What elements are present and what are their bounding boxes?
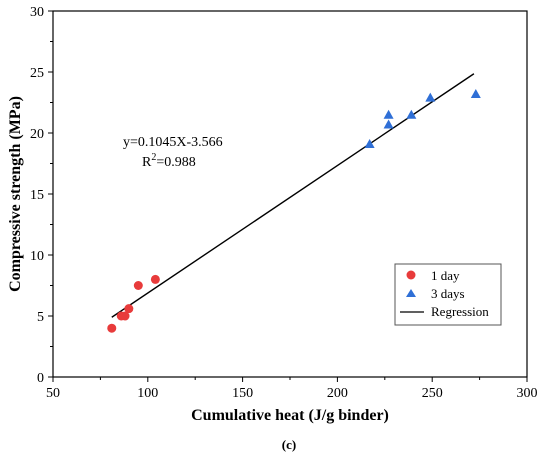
point-1-day bbox=[133, 281, 143, 290]
legend-marker-3-days bbox=[406, 289, 416, 297]
x-tick-label: 50 bbox=[46, 386, 60, 401]
data-points bbox=[107, 88, 481, 333]
x-axis-title: Cumulative heat (J/g binder) bbox=[191, 407, 389, 424]
r-squared-label: R2=0.988 bbox=[142, 152, 196, 170]
y-tick-label: 0 bbox=[37, 371, 44, 386]
y-tick-label: 5 bbox=[37, 310, 44, 325]
legend-label-1-day: 1 day bbox=[431, 268, 460, 283]
point-1-day bbox=[107, 323, 117, 333]
regression-equation: y=0.1045X-3.566 bbox=[123, 135, 223, 150]
point-1-day bbox=[124, 304, 134, 314]
x-tick-label: 200 bbox=[327, 386, 348, 401]
y-tick-label: 10 bbox=[30, 249, 44, 264]
point-3-days bbox=[470, 88, 481, 98]
point-1-day bbox=[120, 311, 130, 321]
y-axis-title: Compressive strength (MPa) bbox=[7, 96, 24, 292]
x-tick-label: 150 bbox=[232, 386, 253, 401]
point-3-days bbox=[425, 92, 436, 102]
x-tick-label: 300 bbox=[517, 386, 538, 401]
r-squared-value: =0.988 bbox=[156, 155, 195, 170]
legend-label-regression: Regression bbox=[431, 304, 489, 319]
point-1-day bbox=[150, 274, 160, 284]
legend-marker-1-day bbox=[406, 270, 416, 280]
y-tick-label: 30 bbox=[30, 5, 44, 20]
legend-label-3-days: 3 days bbox=[431, 286, 465, 301]
figure-caption: (c) bbox=[282, 437, 296, 452]
x-tick-label: 100 bbox=[137, 386, 158, 401]
point-3-days bbox=[364, 138, 375, 148]
y-tick-label: 20 bbox=[30, 127, 44, 142]
legend: 1 day 3 days Regression bbox=[394, 263, 502, 326]
point-3-days bbox=[406, 109, 417, 119]
y-tick-label: 25 bbox=[30, 66, 44, 81]
ticks: 50 100 150 200 250 300 0 5 10 15 20 25 30 bbox=[30, 5, 538, 401]
x-tick-label: 250 bbox=[422, 386, 443, 401]
point-3-days bbox=[383, 119, 394, 129]
r-squared-sup: 2 bbox=[151, 152, 156, 163]
r-squared-prefix: R bbox=[142, 155, 152, 170]
y-tick-label: 15 bbox=[30, 188, 44, 203]
point-3-days bbox=[383, 109, 394, 119]
